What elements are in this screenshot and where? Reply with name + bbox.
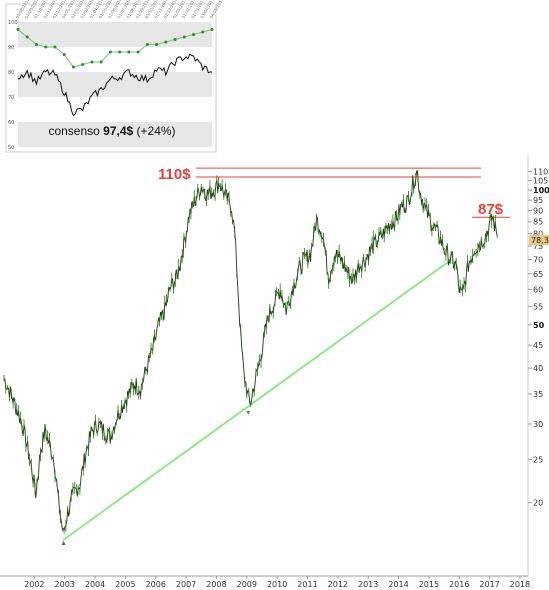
y-tick-label-90: 90 <box>533 207 543 216</box>
y-tick-label-100: 100 <box>533 186 549 195</box>
inset-y-ticks: 50 60 70 80 90 100 <box>8 20 18 151</box>
x-tick-label-2004: 2004 <box>85 580 105 589</box>
x-tick-label-2002: 2002 <box>24 580 44 589</box>
y-tick-label-75: 75 <box>533 242 543 251</box>
y-axis-ticks: 20 25 30 35 40 45 50 55 60 65 70 75 80 85 90 9510010511… <box>528 168 549 508</box>
y-tick-label-95: 95 <box>533 196 543 205</box>
y-tick-label-60: 60 <box>533 285 543 294</box>
inset-band-2 <box>18 122 212 147</box>
x-tick-label-2011: 2011 <box>297 580 317 589</box>
y-tick-label-45: 45 <box>533 341 543 350</box>
x-axis-ticks: 2002 2003 2004 2005 2006 2007 2008 2009 2010 2011… <box>24 576 530 589</box>
inset-consensus-point-12 <box>127 50 131 54</box>
inset-y-tick-80: 80 <box>8 70 14 76</box>
price-wicks <box>3 169 498 534</box>
y-tick-label-35: 35 <box>533 390 543 399</box>
x-tick-label-2015: 2015 <box>419 580 439 589</box>
inset-consensus-point-9 <box>99 60 103 64</box>
inset-consensus-point-16 <box>164 40 168 44</box>
target-label: 87$ <box>478 201 504 218</box>
last-price-label: 78,38 <box>529 235 549 245</box>
low-marker-2003: ▲ <box>60 540 67 547</box>
inset-series <box>16 28 214 117</box>
inset-y-tick-90: 90 <box>8 45 14 51</box>
inset-consensus-point-11 <box>118 50 122 54</box>
inset-consensus-point-2 <box>34 43 38 46</box>
inset-consensus-point-3 <box>44 45 48 49</box>
x-tick-label-2013: 2013 <box>358 580 378 589</box>
y-tick-label-70: 70 <box>533 255 543 264</box>
inset-consensus-point-18 <box>182 35 186 39</box>
inset-band-0 <box>18 22 212 47</box>
consensus-value: 97,4$ <box>103 124 133 138</box>
y-tick-label-80: 80 <box>533 229 543 238</box>
x-tick-label-2018: 2018 <box>510 580 530 589</box>
annotations: 110$ 87$ <box>158 166 510 218</box>
inset-consensus-point-17 <box>173 38 177 41</box>
x-tick-label-2016: 2016 <box>449 580 469 589</box>
resistance-label: 110$ <box>158 166 191 183</box>
inset-price-line <box>17 53 213 117</box>
y-tick-label-105: 105 <box>533 177 548 186</box>
x-tick-label-2007: 2007 <box>176 580 196 589</box>
inset-bands <box>18 22 212 147</box>
inset-y-tick-60: 60 <box>8 120 14 126</box>
support-trendline: ▲▼ <box>60 258 453 547</box>
x-tick-label-2012: 2012 <box>328 580 348 589</box>
inset-consensus-point-6 <box>71 65 75 69</box>
inset-y-tick-70: 70 <box>8 95 14 101</box>
inset-consensus-line <box>17 29 213 68</box>
x-tick-label-2008: 2008 <box>206 580 226 589</box>
inset-consensus-point-5 <box>62 53 66 56</box>
inset-consensus-point-4 <box>53 45 57 49</box>
x-tick-label-2010: 2010 <box>267 580 287 589</box>
y-tick-label-110: 110 <box>533 168 548 177</box>
consensus-change: (+24%) <box>137 124 176 138</box>
x-tick-label-2014: 2014 <box>388 580 408 589</box>
last-price-text: 78,38 <box>531 236 549 245</box>
x-tick-label-2017: 2017 <box>479 580 499 589</box>
inset-consensus-point-21 <box>210 28 214 31</box>
inset-consensus-point-20 <box>201 30 205 34</box>
y-tick-label-55: 55 <box>533 302 543 311</box>
y-tick-label-25: 25 <box>533 455 543 464</box>
inset-y-tick-100: 100 <box>8 20 18 26</box>
price-series <box>3 169 498 534</box>
consensus-label: consenso <box>48 124 100 138</box>
inset-consensus-point-7 <box>81 63 85 66</box>
inset-consensus-point-8 <box>90 60 94 64</box>
trendline <box>62 258 453 541</box>
y-tick-label-65: 65 <box>533 270 543 279</box>
y-tick-label-40: 40 <box>533 364 543 373</box>
inset-band-1 <box>18 72 212 97</box>
y-tick-label-85: 85 <box>533 218 543 227</box>
inset-consensus-point-19 <box>192 33 196 36</box>
inset-consensus-point-10 <box>108 50 112 54</box>
y-tick-label-50: 50 <box>533 321 545 330</box>
x-tick-label-2005: 2005 <box>115 580 135 589</box>
inset-consensus-point-1 <box>25 35 29 39</box>
inset-consensus-point-13 <box>136 50 140 54</box>
last-price-label-bg <box>529 235 549 245</box>
inset-consensus-point-15 <box>155 43 159 46</box>
inset-y-tick-50: 50 <box>8 145 14 151</box>
inset-consensus-point-14 <box>145 43 149 46</box>
x-tick-label-2003: 2003 <box>55 580 75 589</box>
x-tick-label-2006: 2006 <box>146 580 166 589</box>
consensus-text: consenso 97,4$ (+24%) <box>48 124 175 138</box>
y-tick-label-20: 20 <box>533 499 543 508</box>
inset-consensus-point-0 <box>16 28 20 31</box>
low-marker-2009: ▼ <box>245 411 251 417</box>
x-tick-label-2009: 2009 <box>237 580 257 589</box>
y-tick-label-30: 30 <box>533 420 543 429</box>
